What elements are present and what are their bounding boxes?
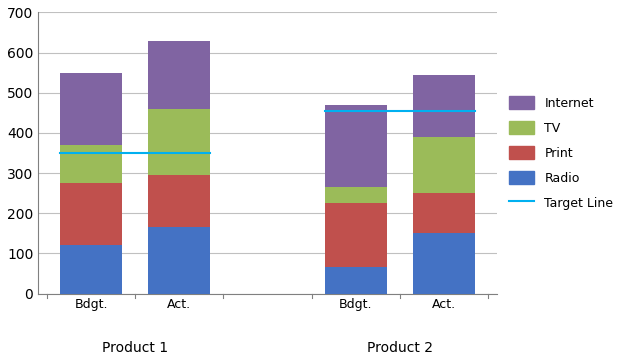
Bar [148, 40, 210, 109]
Bar [148, 109, 210, 175]
Bar [325, 203, 387, 267]
Text: Product 1: Product 1 [102, 341, 168, 355]
Bar [61, 245, 122, 294]
Bar [413, 75, 475, 137]
Bar [413, 137, 475, 193]
Legend: Internet, TV, Print, Radio, Target Line: Internet, TV, Print, Radio, Target Line [503, 90, 620, 216]
Bar [61, 73, 122, 145]
Bar [148, 227, 210, 294]
Bar [413, 233, 475, 294]
Bar [61, 183, 122, 245]
Text: Product 2: Product 2 [367, 341, 433, 355]
Bar [413, 193, 475, 233]
Bar [325, 105, 387, 187]
Bar [61, 145, 122, 183]
Bar [325, 187, 387, 203]
Bar [148, 175, 210, 227]
Bar [325, 267, 387, 294]
